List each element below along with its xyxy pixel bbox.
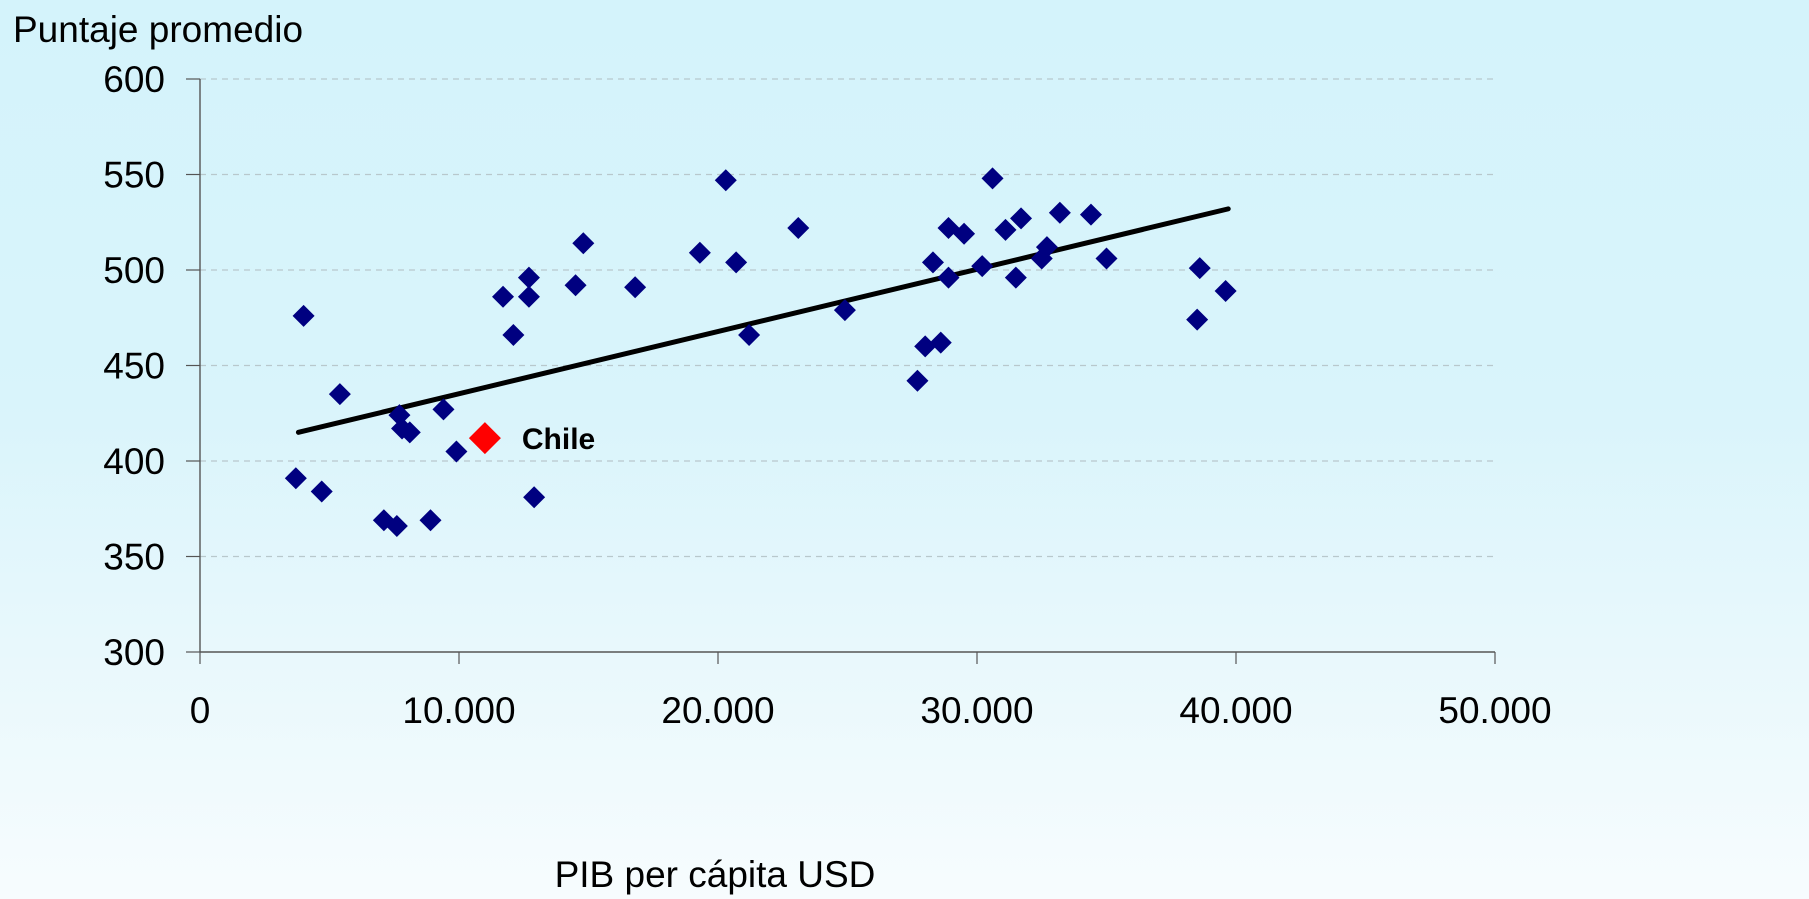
axes (186, 78, 1496, 664)
data-point (572, 232, 595, 255)
x-tick-label: 0 (190, 690, 211, 731)
chile-point (468, 422, 501, 455)
data-point (994, 218, 1017, 241)
data-point (419, 509, 442, 532)
data-point (1188, 257, 1211, 280)
data-point (937, 266, 960, 289)
data-point (492, 285, 515, 308)
y-tick-label: 550 (103, 155, 165, 196)
tick-labels: 300 350 400 450 500 550 600 0 10.000 20.000 30.000… (103, 59, 1551, 731)
data-point (624, 276, 647, 299)
x-tick-label: 40.000 (1179, 690, 1292, 731)
data-point (432, 398, 455, 421)
grid-lines (200, 78, 1495, 558)
data-point (738, 323, 761, 346)
data-point (398, 421, 421, 444)
data-point (725, 251, 748, 274)
data-point (1079, 203, 1102, 226)
y-tick-label: 500 (103, 250, 165, 291)
data-point (292, 304, 315, 327)
data-point (833, 299, 856, 322)
x-tick-label: 50.000 (1438, 690, 1551, 731)
data-point (787, 216, 810, 239)
y-tick-label: 400 (103, 441, 165, 482)
data-point (564, 274, 587, 297)
data-point (1048, 201, 1071, 224)
data-point (1035, 236, 1058, 259)
data-point (517, 266, 540, 289)
data-point (445, 440, 468, 463)
highlight-group: Chile (468, 422, 595, 456)
trendline-group (295, 206, 1231, 435)
data-point (328, 383, 351, 406)
data-point (906, 369, 929, 392)
chile-label: Chile (522, 423, 595, 456)
data-point (929, 331, 952, 354)
y-tick-label: 600 (103, 59, 165, 100)
data-points (284, 167, 1237, 537)
data-point (502, 323, 525, 346)
data-point (981, 167, 1004, 190)
x-axis-title: PIB per cápita USD (555, 854, 876, 895)
data-point (1004, 266, 1027, 289)
x-tick-label: 20.000 (661, 690, 774, 731)
data-point (517, 285, 540, 308)
data-point (914, 335, 937, 358)
data-point (1095, 247, 1118, 270)
y-axis-title: Puntaje promedio (13, 9, 303, 50)
data-point (385, 514, 408, 537)
data-point (1010, 207, 1033, 230)
data-point (953, 222, 976, 245)
data-point (1186, 308, 1209, 331)
data-point (688, 241, 711, 264)
data-point (1030, 247, 1053, 270)
data-point (971, 255, 994, 278)
y-tick-label: 350 (103, 537, 165, 578)
x-tick-label: 30.000 (920, 690, 1033, 731)
data-point (310, 480, 333, 503)
data-point (1214, 280, 1237, 303)
trendline (295, 206, 1231, 435)
x-tick-label: 10.000 (402, 690, 515, 731)
y-tick-label: 300 (103, 632, 165, 673)
data-point (921, 251, 944, 274)
data-point (523, 486, 546, 509)
data-point (714, 169, 737, 192)
data-point (284, 467, 307, 490)
y-tick-label: 450 (103, 346, 165, 387)
